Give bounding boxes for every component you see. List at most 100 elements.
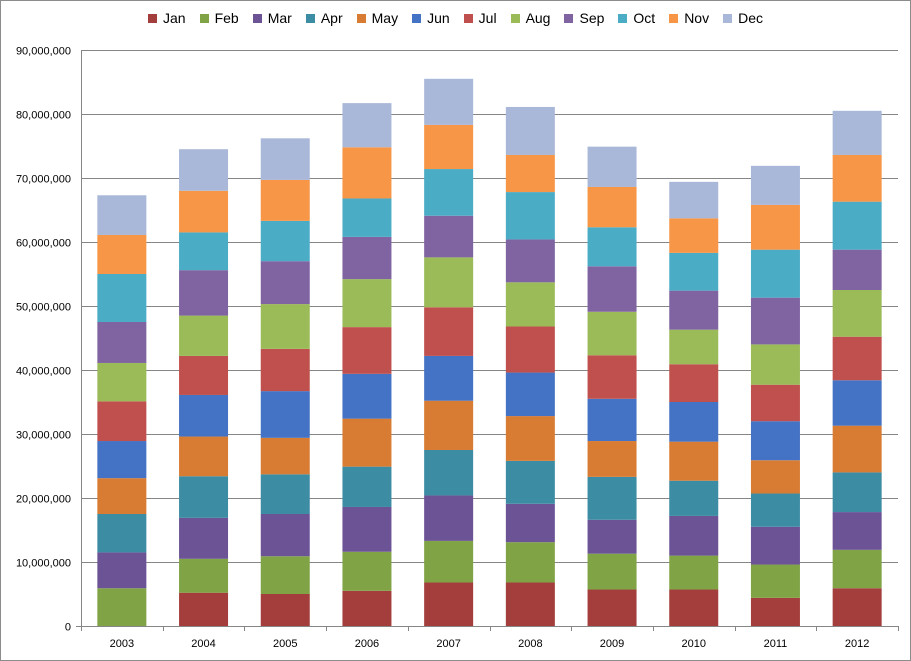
bar-segment-jun-2006: [342, 373, 392, 419]
legend-label: Oct: [633, 10, 656, 26]
x-tick-label: 2003: [110, 638, 134, 650]
bar-segment-feb-2007: [424, 540, 474, 583]
legend-label: Jan: [163, 10, 186, 26]
bar-segment-may-2005: [260, 437, 310, 475]
legend-swatch: [252, 13, 262, 23]
bar-segment-may-2009: [587, 441, 637, 477]
bar-segment-aug-2007: [424, 257, 474, 308]
bar-segment-feb-2009: [587, 553, 637, 590]
bar-segment-jan-2006: [342, 590, 392, 626]
x-tick-label: 2006: [355, 638, 379, 650]
bar-segment-mar-2010: [669, 515, 719, 556]
bar-segment-jun-2009: [587, 398, 637, 442]
legend-swatch: [148, 13, 157, 23]
bar-segment-may-2006: [342, 418, 392, 467]
bar-segment-jul-2011: [750, 384, 800, 422]
bar-segment-mar-2003: [97, 552, 147, 589]
bar-segment-nov-2008: [505, 154, 555, 193]
bar-segment-jan-2008: [505, 582, 555, 626]
bar-segment-jun-2010: [669, 402, 719, 442]
bar-segment-aug-2011: [750, 344, 800, 385]
legend-swatch: [463, 13, 473, 23]
y-tick-label: 30,000,000: [16, 430, 71, 442]
bar-segment-mar-2008: [505, 503, 555, 543]
legend-item-jun: Jun: [412, 10, 450, 26]
legend-item-jul: Jul: [463, 10, 497, 26]
bar-segment-oct-2003: [97, 274, 147, 322]
bar-segment-jan-2011: [750, 597, 800, 626]
y-tick-label: 60,000,000: [16, 238, 71, 250]
legend-swatch: [199, 13, 209, 23]
bar-segment-aug-2006: [342, 279, 392, 328]
legend-item-mar: Mar: [252, 10, 292, 26]
bar-segment-nov-2010: [669, 218, 719, 253]
legend-swatch: [669, 13, 679, 23]
bar-segment-sep-2012: [832, 249, 882, 290]
x-tick-label: 2007: [436, 638, 460, 650]
bar-segment-jun-2005: [260, 391, 310, 438]
bar-segment-sep-2010: [669, 290, 719, 330]
bar-segment-aug-2003: [97, 362, 147, 402]
bar-segment-may-2011: [750, 460, 800, 494]
y-tick-label: 40,000,000: [16, 366, 71, 378]
bar-segment-dec-2010: [669, 181, 719, 219]
bar-segment-aug-2005: [260, 304, 310, 349]
bar-segment-dec-2008: [505, 106, 555, 155]
y-tick-label: 50,000,000: [16, 302, 71, 314]
legend-label: Sep: [579, 10, 605, 26]
y-tick-label: 70,000,000: [16, 174, 71, 186]
bar-segment-dec-2003: [97, 195, 147, 235]
bar-segment-jul-2009: [587, 355, 637, 399]
legend-item-sep: Sep: [564, 10, 604, 26]
bar-segment-jun-2004: [179, 394, 229, 437]
legend-item-jan: Jan: [148, 10, 186, 26]
x-tick-label: 2010: [682, 638, 706, 650]
bar-segment-oct-2011: [750, 249, 800, 298]
bar-segment-sep-2004: [179, 270, 229, 316]
bar-segment-mar-2009: [587, 519, 637, 554]
bar-segment-oct-2007: [424, 169, 474, 216]
bar-segment-nov-2007: [424, 124, 474, 170]
bar-segment-nov-2005: [260, 179, 310, 221]
x-tick-label: 2009: [600, 638, 624, 650]
bar-segment-nov-2011: [750, 204, 800, 250]
legend-swatch: [305, 13, 315, 23]
legend-item-apr: Apr: [305, 10, 343, 26]
legend-swatch: [356, 13, 366, 23]
y-tick-label: 80,000,000: [16, 110, 71, 122]
legend: Jan Feb Mar Apr May Jun Jul Aug Sep Oct Nov Dec: [0, 10, 911, 26]
bar-segment-sep-2007: [424, 215, 474, 258]
bar-segment-oct-2009: [587, 227, 637, 267]
bar-segment-nov-2009: [587, 186, 637, 228]
bar-segment-oct-2010: [669, 252, 719, 291]
bar-segment-apr-2004: [179, 476, 229, 518]
bar-segment-aug-2008: [505, 282, 555, 327]
bar-segment-jan-2010: [669, 589, 719, 626]
legend-label: Mar: [267, 10, 292, 26]
bar-segment-apr-2006: [342, 466, 392, 507]
legend-item-oct: Oct: [618, 10, 655, 26]
legend-item-nov: Nov: [669, 10, 709, 26]
y-tick-label: 90,000,000: [16, 46, 71, 58]
bar-segment-oct-2004: [179, 232, 229, 271]
x-tick-label: 2008: [518, 638, 542, 650]
bar-segment-dec-2012: [832, 110, 882, 155]
y-tick-label: 0: [65, 622, 71, 634]
legend-label: Jun: [427, 10, 450, 26]
bar-segment-jul-2012: [832, 336, 882, 381]
bar-segment-oct-2006: [342, 198, 392, 237]
bar-segment-dec-2007: [424, 78, 474, 125]
x-tick-label: 2011: [764, 638, 788, 650]
y-tick-label: 10,000,000: [16, 558, 71, 570]
bar-segment-may-2003: [97, 478, 147, 514]
bar-segment-jun-2011: [750, 421, 800, 461]
bar-segment-may-2010: [669, 441, 719, 481]
bar-segment-jun-2008: [505, 372, 555, 417]
bar-segment-dec-2011: [750, 165, 800, 205]
legend-label: Dec: [738, 10, 763, 26]
bar-segment-jan-2009: [587, 589, 637, 626]
x-tick-label: 2005: [273, 638, 297, 650]
legend-item-dec: Dec: [723, 10, 763, 26]
bar-segment-jul-2004: [179, 355, 229, 395]
bar-segment-jul-2008: [505, 326, 555, 373]
